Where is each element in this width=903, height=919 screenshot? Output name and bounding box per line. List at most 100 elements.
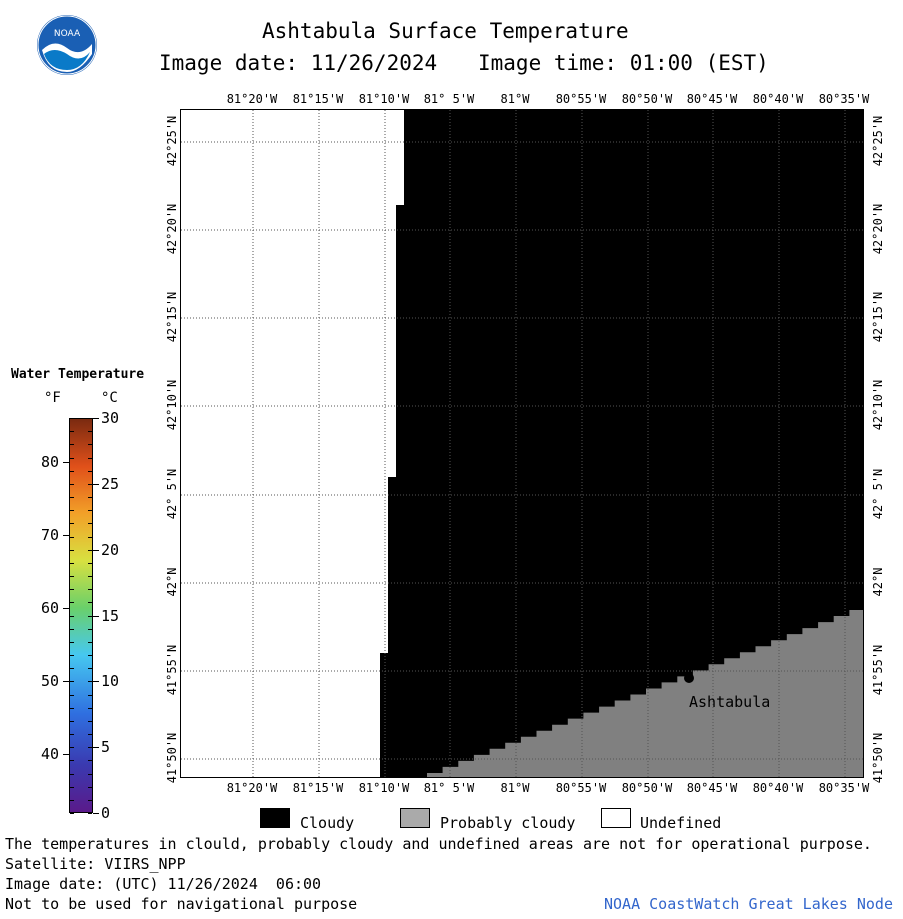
satellite-text: Satellite: VIIRS_NPP (5, 855, 186, 873)
colorbar-minor-tick (88, 602, 92, 604)
graticule (181, 110, 863, 777)
celsius-tick-label: 20 (101, 540, 120, 559)
colorbar-minor-tick (88, 615, 92, 617)
legend-probably-cloudy-swatch (400, 808, 430, 828)
land-region (427, 610, 863, 777)
colorbar-minor-tick (70, 431, 74, 433)
colorbar-minor-tick (70, 536, 74, 538)
unit-celsius: °C (101, 390, 118, 406)
colorbar-minor-tick (88, 483, 92, 485)
colorbar-minor-tick (88, 510, 92, 512)
colorbar-minor-tick (70, 497, 74, 498)
latitude-label: 42°N (871, 567, 885, 597)
longitude-label: 80°40'W (752, 781, 804, 795)
colorbar-minor-tick (70, 523, 74, 525)
longitude-label: 81° 5'W (423, 781, 475, 795)
celsius-tick-label: 25 (101, 474, 120, 493)
fahrenheit-tick-mark (63, 754, 69, 756)
legend-cloudy-swatch (260, 808, 290, 828)
celsius-tick-mark (93, 681, 99, 683)
colorbar-minor-tick (88, 497, 92, 498)
celsius-tick-mark (93, 483, 99, 485)
colorbar-minor-tick (88, 773, 92, 775)
longitude-label: 81°W (500, 92, 530, 106)
longitude-label: 81°20'W (226, 781, 278, 795)
navigation-warning: Not to be used for navigational purpose (5, 895, 358, 913)
image-date: Image date: 11/26/2024 (159, 51, 438, 75)
latitude-label: 42°15'N (165, 291, 179, 343)
colorbar-minor-tick (70, 615, 74, 617)
celsius-tick-label: 15 (101, 606, 120, 625)
celsius-tick-mark (93, 747, 99, 749)
fahrenheit-tick-mark (63, 608, 69, 610)
fahrenheit-tick-label: 80 (40, 452, 59, 471)
celsius-tick-mark (93, 549, 99, 551)
colorbar-minor-tick (70, 720, 74, 722)
longitude-label: 81°10'W (358, 781, 410, 795)
longitude-label: 80°55'W (555, 92, 607, 106)
fahrenheit-tick-mark (63, 461, 69, 463)
utc-date-text: Image date: (UTC) 11/26/2024 06:00 (5, 875, 322, 893)
celsius-tick-label: 0 (101, 804, 111, 822)
colorbar-minor-tick (88, 589, 92, 591)
unit-fahrenheit: °F (44, 390, 61, 406)
fahrenheit-tick-label: 60 (40, 599, 59, 618)
map-title: Ashtabula Surface Temperature (262, 19, 629, 43)
celsius-tick-label: 30 (101, 409, 120, 427)
latitude-label: 42°N (165, 567, 179, 597)
noaa-logo: NOAA (37, 15, 97, 75)
colorbar-title: Water Temperature (11, 367, 145, 382)
colorbar-minor-tick (70, 562, 74, 564)
colorbar-minor-tick (88, 628, 92, 630)
colorbar-minor-tick (70, 549, 74, 551)
colorbar-minor-tick (88, 523, 92, 525)
colorbar-minor-tick (88, 655, 92, 656)
logo-text: NOAA (54, 29, 81, 39)
longitude-label: 81°20'W (226, 92, 278, 106)
colorbar-minor-tick (88, 576, 92, 577)
colorbar-minor-tick (88, 549, 92, 551)
longitude-label: 81° 5'W (423, 92, 475, 106)
colorbar-minor-tick (88, 707, 92, 709)
colorbar-minor-tick (70, 641, 74, 643)
latitude-label: 42° 5'N (165, 468, 179, 520)
latitude-label: 42°25'N (871, 115, 885, 167)
colorbar-minor-tick (70, 655, 74, 656)
latitude-label: 42°20'N (871, 203, 885, 255)
longitude-label: 80°55'W (555, 781, 607, 795)
colorbar-minor-tick (88, 694, 92, 696)
legend-undefined-swatch (601, 808, 631, 828)
longitude-label: 80°45'W (686, 92, 738, 106)
celsius-tick-mark (93, 615, 99, 617)
colorbar-minor-tick (88, 747, 92, 749)
longitude-label: 80°45'W (686, 781, 738, 795)
fahrenheit-tick-mark (63, 535, 69, 537)
celsius-tick-label: 10 (101, 672, 120, 691)
colorbar-minor-tick (70, 668, 74, 670)
latitude-label: 42°10'N (871, 379, 885, 431)
colorbar-minor-tick (88, 668, 92, 670)
colorbar-minor-tick (70, 773, 74, 775)
latitude-label: 41°50'N (165, 732, 179, 784)
colorbar-minor-tick (70, 510, 74, 512)
latitude-label: 41°55'N (871, 644, 885, 696)
fahrenheit-tick-label: 70 (40, 526, 59, 545)
map-area: Ashtabula (180, 109, 864, 778)
latitude-label: 42°10'N (165, 379, 179, 431)
longitude-label: 80°40'W (752, 92, 804, 106)
credit-link[interactable]: NOAA CoastWatch Great Lakes Node (604, 895, 893, 913)
longitude-label: 80°35'W (818, 92, 870, 106)
longitude-label: 81°10'W (358, 92, 410, 106)
colorbar-minor-tick (70, 786, 74, 788)
colorbar-minor-tick (88, 457, 92, 459)
colorbar-minor-tick (70, 470, 74, 472)
celsius-tick-mark (93, 813, 99, 814)
longitude-label: 81°15'W (292, 781, 344, 795)
colorbar-minor-tick (70, 747, 74, 749)
longitude-label: 81°W (500, 781, 530, 795)
colorbar-minor-tick (70, 628, 74, 630)
latitude-label: 41°55'N (165, 644, 179, 696)
longitude-label: 80°35'W (818, 781, 870, 795)
colorbar-minor-tick (88, 418, 92, 419)
colorbar-minor-tick (70, 760, 74, 762)
